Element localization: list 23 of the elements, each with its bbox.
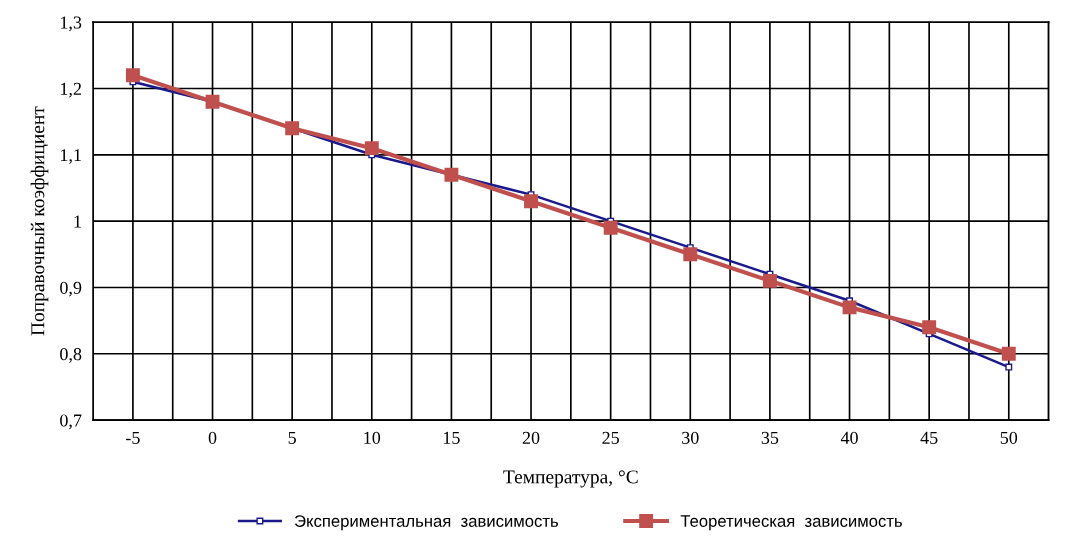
x-tick-label: 30: [682, 431, 699, 444]
x-tick-label: 20: [522, 431, 540, 444]
x-tick-label: -5: [126, 431, 140, 444]
y-tick-label: 1: [74, 215, 81, 228]
y-tick-label: 0,9: [60, 281, 82, 297]
y-tick-label: 1,3: [61, 16, 82, 32]
x-tick-label: 5: [288, 431, 296, 444]
x-tick-label: 0: [208, 431, 217, 444]
x-tick-label: 15: [443, 431, 460, 444]
x-tick-label: 35: [761, 431, 779, 444]
x-tick-label: 45: [920, 431, 938, 444]
x-axis-title: Температура, °C: [503, 470, 638, 488]
x-tick-label: 25: [602, 431, 619, 444]
legend-label: Теоретическая зависимость: [680, 515, 902, 531]
y-axis-title: Поправочный коэффициент: [30, 106, 49, 336]
y-tick-label: 0,7: [60, 414, 82, 430]
y-tick-label: 1,2: [61, 82, 81, 98]
y-tick-label: 1,1: [61, 149, 81, 164]
y-tick-label: 0,8: [60, 348, 82, 363]
legend-label: Экспериментальная зависимость: [294, 515, 558, 531]
x-tick-label: 40: [840, 431, 858, 444]
x-tick-label: 50: [1000, 431, 1018, 444]
x-tick-label: 10: [364, 431, 381, 444]
